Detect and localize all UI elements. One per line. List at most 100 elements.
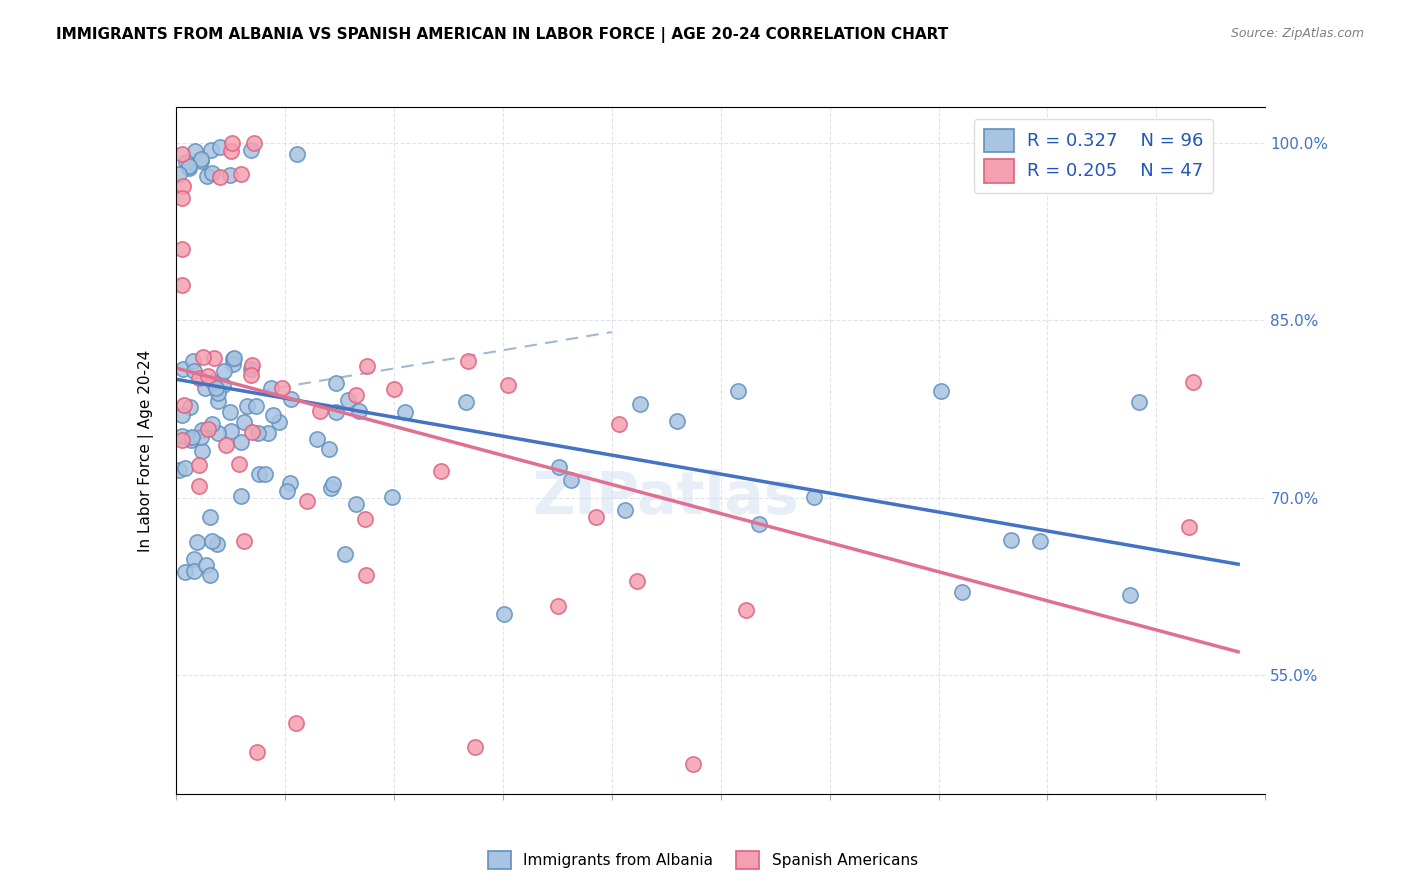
Point [170,409,193,423]
Point [201,533,224,548]
Point [344,388,367,402]
Point [224,351,246,365]
Legend: R = 0.327    N = 96, R = 0.205    N = 47: R = 0.327 N = 96, R = 0.205 N = 47 [974,119,1213,193]
Point [176,160,198,174]
Point [172,362,194,376]
Point [200,510,222,524]
Point [333,547,356,561]
Point [1128,395,1150,409]
Point [748,517,770,532]
Point [207,537,229,551]
Text: Source: ZipAtlas.com: Source: ZipAtlas.com [1230,27,1364,40]
Point [356,567,378,582]
Point [240,368,263,382]
Point [267,416,290,430]
Point [212,364,235,378]
Point [607,417,630,432]
Point [727,384,749,398]
Point [236,400,259,414]
Point [381,490,404,504]
Point [172,178,194,193]
Point [242,136,264,150]
Point [219,168,242,182]
Point [197,422,219,436]
Point [233,416,256,430]
Point [198,567,221,582]
Point [190,153,212,168]
Point [464,739,486,754]
Point [952,584,974,599]
Point [295,494,318,508]
Point [221,136,243,150]
Point [190,152,212,166]
Point [665,413,688,427]
Point [614,503,637,517]
Point [253,467,276,482]
Point [496,378,519,392]
Point [548,459,571,474]
Point [246,746,269,760]
Point [734,603,756,617]
Point [229,490,252,504]
Point [308,404,330,418]
Point [191,350,214,364]
Point [219,405,242,419]
Point [170,429,193,443]
Point [180,433,202,447]
Point [929,384,952,399]
Point [240,358,263,372]
Point [344,497,367,511]
Point [173,398,195,412]
Point [181,430,204,444]
Point [457,354,479,368]
Point [628,397,651,411]
Point [307,432,329,446]
Point [207,393,229,408]
Point [187,458,209,473]
Legend: Immigrants from Albania, Spanish Americans: Immigrants from Albania, Spanish America… [482,845,924,875]
Point [184,145,207,159]
Point [219,144,242,158]
Point [219,424,242,438]
Point [1178,520,1201,534]
Point [191,444,214,458]
Point [322,477,344,491]
Point [240,143,263,157]
Y-axis label: In Labor Force | Age 20-24: In Labor Force | Age 20-24 [138,350,155,551]
Point [336,392,359,407]
Point [172,191,194,205]
Point [195,558,218,572]
Point [173,460,195,475]
Point [547,599,569,613]
Point [221,351,243,366]
Point [183,551,205,566]
Point [228,457,250,471]
Point [240,425,263,440]
Point [319,481,342,495]
Point [215,438,238,452]
Point [202,351,225,366]
Point [280,392,302,407]
Point [285,147,308,161]
Point [245,399,267,413]
Point [200,143,222,157]
Point [195,169,218,183]
Point [560,474,582,488]
Point [211,378,233,392]
Point [172,242,194,256]
Point [231,435,253,450]
Point [353,512,375,526]
Point [174,155,197,169]
Point [318,442,340,456]
Point [325,405,347,419]
Point [201,417,224,431]
Point [179,431,201,445]
Point [194,381,217,395]
Point [186,534,208,549]
Point [207,386,229,401]
Point [191,423,214,437]
Point [201,375,224,389]
Point [682,757,704,772]
Point [325,376,347,391]
Point [239,361,262,376]
